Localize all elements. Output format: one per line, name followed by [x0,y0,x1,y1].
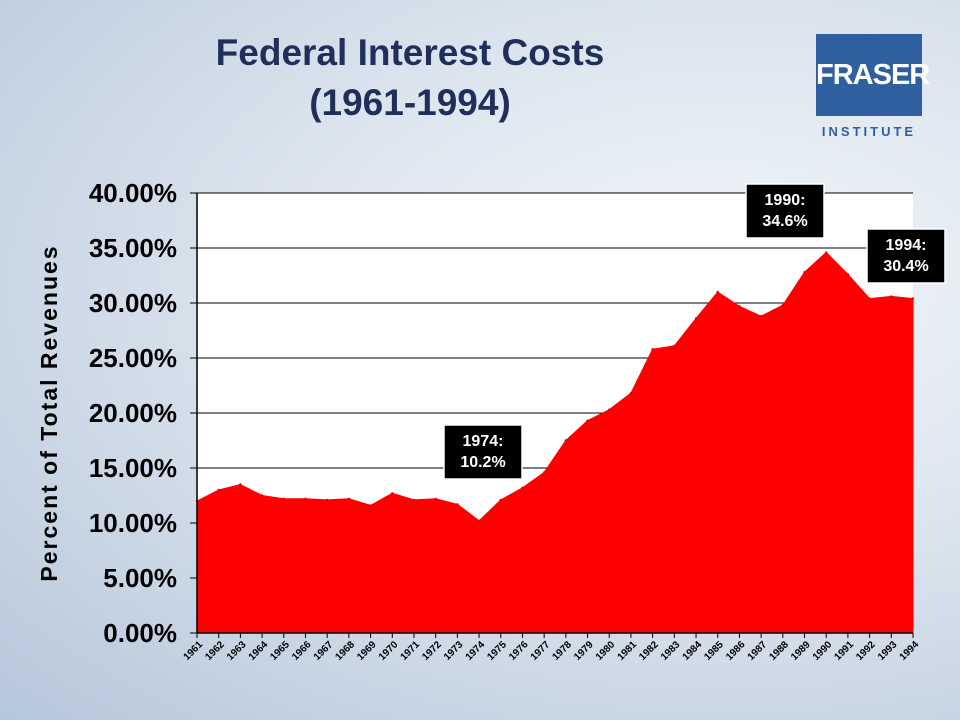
x-tick-label: 1965 [268,639,292,663]
data-point [434,497,437,500]
y-tick-label: 15.00% [89,453,177,483]
data-point [846,273,850,276]
x-tick-label: 1961 [182,639,206,663]
x-tick-label: 1975 [485,639,509,663]
x-tick-label: 1979 [572,639,596,663]
data-point [759,315,763,318]
data-point [217,488,220,492]
data-point [282,497,285,500]
y-tick-label: 0.00% [103,618,177,648]
y-tick-label: 5.00% [103,563,177,593]
y-tick-label: 40.00% [89,178,177,208]
data-point [521,486,524,489]
x-tick-label: 1968 [333,639,357,663]
data-point [260,494,264,497]
y-tick-label: 35.00% [89,233,177,263]
annotation-label: 1994: [886,237,927,254]
x-tick-label: 1972 [420,639,444,663]
x-tick-label: 1990 [811,639,835,663]
data-point [651,348,654,351]
x-tick-label: 1974 [464,639,488,663]
x-tick-label: 1966 [290,639,314,663]
annotation-label: 1974: [463,433,504,450]
data-point [347,497,351,500]
annotation-box [866,228,946,284]
data-point [326,498,329,502]
data-point [694,317,698,320]
y-tick-label: 30.00% [89,288,177,318]
x-tick-label: 1969 [355,639,379,663]
data-point [781,304,784,307]
x-tick-label: 1982 [637,639,661,663]
x-tick-label: 1992 [854,639,878,663]
y-tick-label: 25.00% [89,343,177,373]
y-tick-label: 10.00% [89,508,177,538]
x-tick-label: 1962 [203,639,227,663]
x-tick-label: 1983 [659,639,683,663]
x-tick-label: 1988 [767,639,791,663]
chart-title: Federal Interest Costs (1961-1994) [130,28,690,128]
y-tick-label: 20.00% [89,398,177,428]
x-tick-label: 1984 [681,639,705,663]
data-point [239,483,242,486]
data-point [543,471,546,474]
x-tick-label: 1987 [746,639,770,663]
x-tick-label: 1976 [507,639,531,663]
annotation-label: 10.2% [460,454,505,471]
y-axis-label: Percent of Total Revenues [36,244,62,581]
chart-title-line-1: Federal Interest Costs [215,32,605,73]
annotation-1974: 1974: 10.2% [443,424,523,480]
data-point [608,408,611,411]
logo-subtitle: INSTITUTE [821,124,917,139]
x-tick-label: 1985 [702,639,726,663]
logo-name: FRASER [816,34,930,116]
fraser-institute-logo: FRASER INSTITUTE [812,30,930,150]
data-point [825,251,828,254]
data-point [868,297,871,300]
x-tick-label: 1963 [225,639,249,663]
x-tick-label: 1977 [529,639,553,663]
x-tick-label: 1991 [833,639,857,663]
x-tick-label: 1981 [616,639,640,663]
data-point [369,504,372,507]
data-point [499,498,502,502]
data-point [890,295,893,298]
x-tick-label: 1986 [724,639,748,663]
annotation-1990: 1990: 34.6% [745,183,825,239]
x-tick-label: 1980 [594,639,618,663]
annotation-1994: 1994: 30.4% [866,228,946,284]
chart-title-line-2: (1961-1994) [309,82,511,123]
x-tick-label: 1967 [312,639,336,663]
annotation-label: 30.4% [883,258,928,275]
x-tick-label: 1993 [876,639,900,663]
data-point [456,503,459,506]
x-tick-label: 1964 [247,639,271,663]
annotation-box [745,183,825,239]
data-point [716,290,719,294]
data-point [564,439,567,442]
x-tick-label: 1989 [789,639,813,663]
data-point [412,498,416,502]
x-tick-label: 1994 [898,639,922,663]
data-point [803,271,806,274]
data-point [304,497,307,500]
data-point [738,305,741,308]
data-point [911,297,915,300]
data-point [629,392,633,395]
x-tick-label: 1970 [377,639,401,663]
annotation-label: 34.6% [762,213,807,230]
x-tick-label: 1971 [399,639,423,663]
data-point [673,344,676,348]
data-point [586,419,589,422]
x-tick-label: 1973 [442,639,466,663]
x-tick-label: 1978 [550,639,574,663]
data-point [477,519,481,522]
annotation-box [443,424,523,480]
annotation-label: 1990: [765,192,806,209]
data-point [391,492,394,495]
